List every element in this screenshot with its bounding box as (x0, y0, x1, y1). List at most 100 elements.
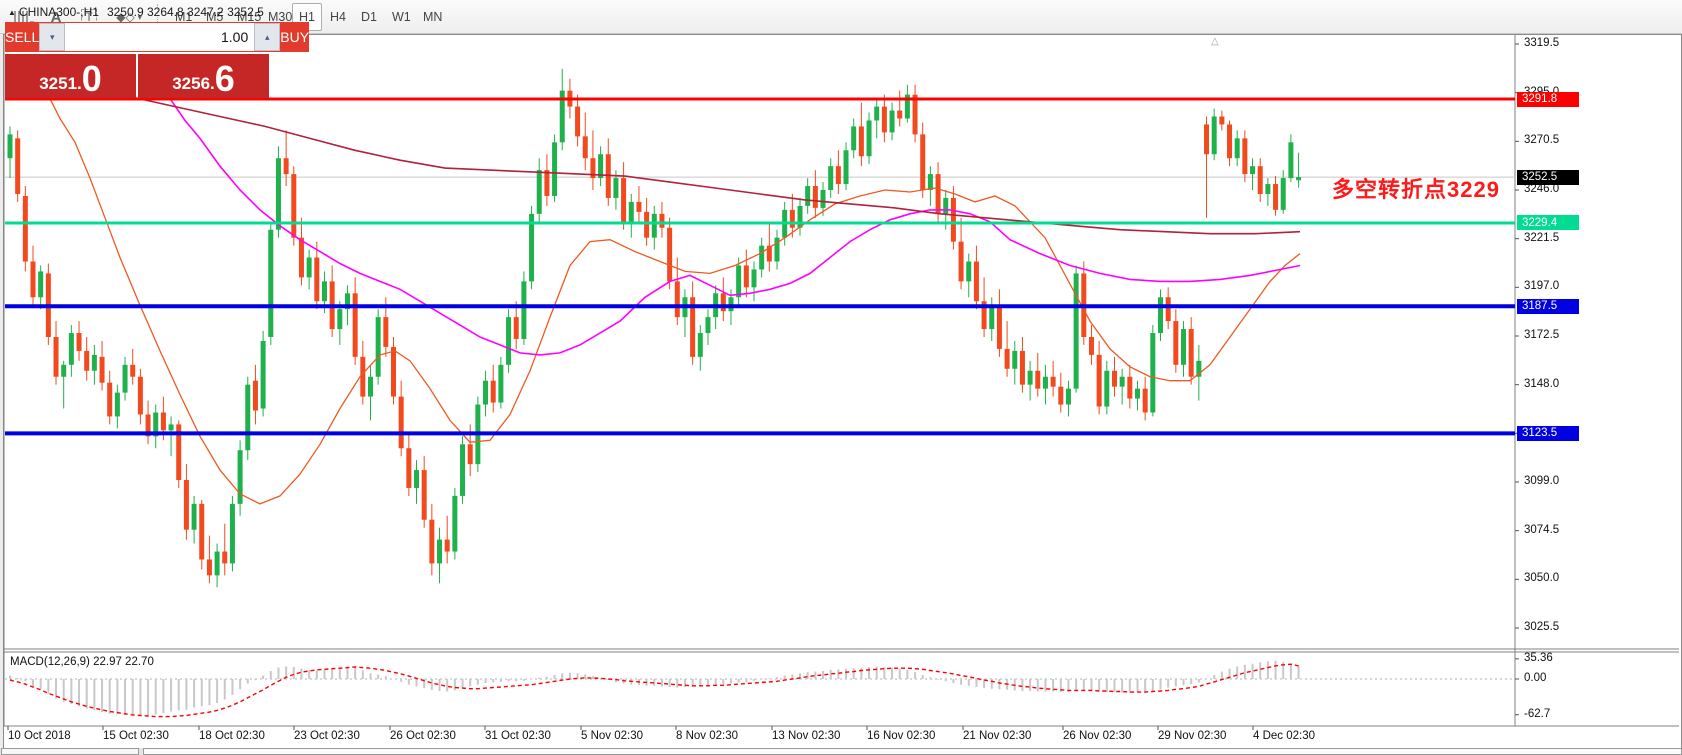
sell-button[interactable]: SELL (5, 22, 39, 52)
bottom-tab-bar (0, 748, 1682, 755)
price-axis-label: 3270.5 (1524, 134, 1559, 146)
volume-increase-button[interactable]: ▴ (254, 23, 280, 51)
candlestick (360, 357, 365, 397)
candlestick (1242, 138, 1247, 174)
candlestick (222, 552, 227, 564)
candlestick (544, 170, 549, 196)
candlestick (951, 198, 956, 242)
price-tag-3252.5: 3252.5 (1517, 170, 1579, 185)
candlestick (1066, 389, 1071, 405)
candlestick (291, 174, 296, 238)
date-axis-label: 13 Nov 02:30 (772, 730, 840, 742)
candlestick (621, 178, 626, 222)
date-axis-label: 21 Nov 02:30 (963, 730, 1031, 742)
date-axis-label: 4 Dec 02:30 (1253, 730, 1315, 742)
collapse-arrow-icon[interactable]: ▲ (8, 8, 16, 17)
candlestick (698, 333, 703, 357)
candlestick (1212, 117, 1217, 155)
candlestick (537, 170, 542, 214)
candlestick (429, 520, 434, 564)
candlestick (138, 377, 143, 415)
price-axis-label: 3319.5 (1524, 37, 1559, 49)
candlestick (1143, 389, 1148, 413)
price-axis-label: 3172.5 (1524, 329, 1559, 341)
candlestick (1120, 377, 1125, 387)
candlestick (1074, 273, 1079, 388)
volume-decrease-button[interactable]: ▾ (39, 23, 65, 51)
symbol-label: CHINA300-,H1 (19, 5, 99, 19)
chart-shift-marker-icon[interactable]: △ (1211, 36, 1219, 47)
candlestick (1112, 371, 1117, 387)
date-axis-label: 26 Nov 02:30 (1063, 730, 1131, 742)
candlestick (1158, 297, 1163, 333)
text-annotation[interactable]: 多空转折点3229 (1332, 172, 1500, 204)
candlestick (38, 271, 43, 297)
candlestick (675, 281, 680, 317)
sell-price-panel[interactable]: 3251.0 (5, 54, 136, 98)
candlestick (1089, 337, 1094, 355)
candlestick (867, 120, 872, 156)
candlestick (84, 351, 89, 371)
price-tag-3123.5: 3123.5 (1517, 426, 1579, 441)
candlestick (966, 262, 971, 282)
candlestick (115, 393, 120, 417)
candlestick (882, 107, 887, 133)
candlestick (399, 397, 404, 449)
buy-price-pips: 6 (215, 64, 235, 94)
candlestick (575, 107, 580, 137)
candlestick (199, 504, 204, 560)
date-axis-label: 31 Oct 02:30 (485, 730, 551, 742)
candlestick (169, 424, 174, 430)
candlestick (92, 355, 97, 371)
candlestick (460, 444, 465, 496)
price-axis-label: 3025.5 (1524, 621, 1559, 633)
price-axis-label: 3221.5 (1524, 232, 1559, 244)
candlestick (383, 317, 388, 347)
candlestick (667, 228, 672, 282)
candlestick (959, 242, 964, 282)
candlestick (1250, 166, 1255, 174)
candlestick (161, 412, 166, 430)
candlestick (613, 178, 618, 198)
candlestick (69, 333, 74, 365)
candlestick (936, 174, 941, 214)
candlestick (391, 347, 396, 397)
candlestick (253, 381, 258, 411)
candlestick (1035, 371, 1040, 389)
buy-button[interactable]: BUY (280, 22, 309, 52)
chart-canvas[interactable] (0, 0, 1682, 755)
candlestick (1043, 377, 1048, 389)
macd-indicator-label: MACD(12,26,9) 22.97 22.70 (10, 656, 154, 668)
candlestick (1104, 371, 1109, 407)
candlestick (989, 305, 994, 329)
candlestick (498, 365, 503, 403)
candlestick (207, 559, 212, 575)
candlestick (1227, 124, 1232, 158)
candlestick (1219, 117, 1224, 125)
candlestick (245, 385, 250, 451)
date-axis-label: 29 Nov 02:30 (1158, 730, 1226, 742)
candlestick (23, 196, 28, 262)
candlestick (322, 281, 327, 301)
macd-axis-label: -62.7 (1524, 708, 1550, 720)
candlestick (215, 552, 220, 576)
candlestick (77, 333, 82, 351)
candlestick (997, 305, 1002, 349)
date-axis-label: 18 Oct 02:30 (199, 730, 265, 742)
buy-price-panel[interactable]: 3256.6 (138, 54, 269, 98)
buy-price-main: 3256 (172, 74, 210, 94)
candlestick (1235, 138, 1240, 158)
candlestick (1258, 166, 1263, 194)
price-axis-label: 3099.0 (1524, 475, 1559, 487)
candlestick (821, 190, 826, 208)
candlestick (422, 470, 427, 520)
volume-input[interactable] (65, 23, 254, 51)
candlestick (1273, 184, 1278, 210)
candlestick (744, 265, 749, 287)
candlestick (414, 470, 419, 488)
date-axis-label: 15 Oct 02:30 (103, 730, 169, 742)
date-axis-label: 16 Nov 02:30 (867, 730, 935, 742)
chart-tab[interactable] (1, 748, 139, 755)
one-click-trading-widget: SELL ▾ ▴ BUY 3251.0 3256.6 (5, 22, 269, 98)
candlestick (1181, 329, 1186, 365)
